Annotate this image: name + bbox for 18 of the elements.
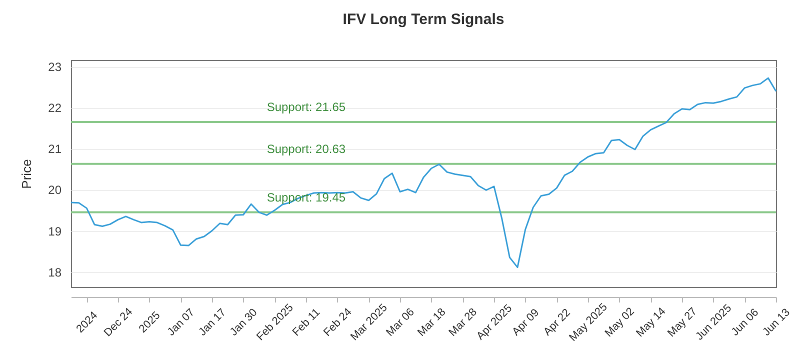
y-tick-label: 18 <box>48 265 62 280</box>
ref-line-label: Support: 21.65 <box>266 100 346 114</box>
y-tick-label: 23 <box>48 60 62 74</box>
chart-title: IFV Long Term Signals <box>342 11 504 28</box>
y-tick-label: 19 <box>48 224 62 238</box>
ref-line-label: Support: 20.63 <box>266 142 346 156</box>
x-tick-label: Jan 17 <box>196 306 228 338</box>
x-tick-label: May 14 <box>634 306 668 340</box>
y-tick-label: 21 <box>48 142 62 156</box>
y-tick-label: 20 <box>48 183 62 198</box>
x-tick-label: Jan 07 <box>165 306 198 338</box>
x-tick-label: Mar 18 <box>415 306 448 339</box>
x-tick-label: Apr 09 <box>510 306 542 338</box>
x-tick-label: Dec 24 <box>102 306 136 340</box>
y-axis-title: Price <box>19 159 34 189</box>
y-tick-label: 22 <box>48 101 62 116</box>
line-series <box>70 77 777 268</box>
x-tick-label: Jun 13 <box>760 306 792 338</box>
